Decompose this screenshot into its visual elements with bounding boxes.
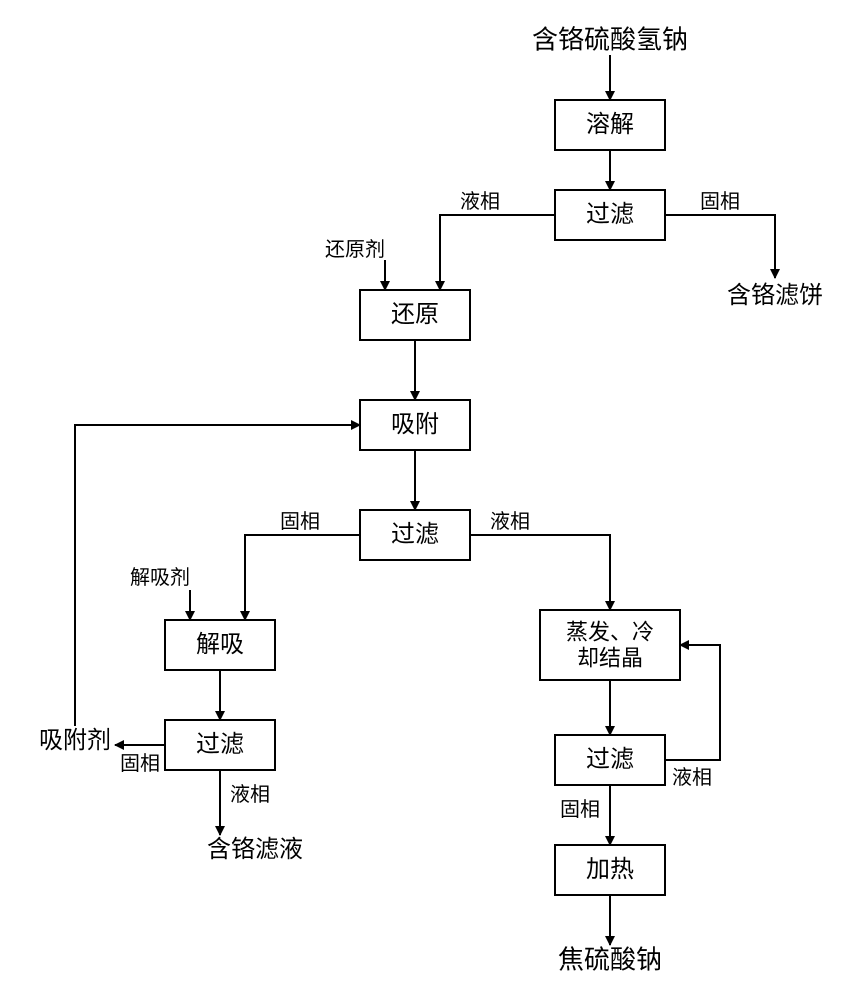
node-crliq: 含铬滤液 <box>207 836 303 863</box>
edgelabel-reductant: 还原剂 <box>325 238 385 261</box>
edgelabel-filter2-desorb: 固相 <box>280 510 320 533</box>
edgelabel-filter1-cakecr: 固相 <box>700 190 740 213</box>
edge-filter1-reduce <box>440 215 555 290</box>
label-evap-1: 蒸发、冷 <box>566 620 654 645</box>
edge-filter2-desorb <box>245 535 360 620</box>
label-adsorb: 吸附 <box>391 411 439 438</box>
edgelabel-desorbent: 解吸剂 <box>130 566 190 589</box>
flowchart-canvas: 含铬硫酸氢钠 含铬滤饼 焦硫酸钠 含铬滤液 吸附剂 溶解 过滤 还原 吸附 过滤… <box>0 0 868 1000</box>
edgelabel-filter3-adsorbent: 固相 <box>120 752 160 775</box>
edgelabel-filter1-reduce: 液相 <box>460 190 500 213</box>
label-filter1: 过滤 <box>586 201 634 228</box>
edge-filter2-evap <box>470 535 610 610</box>
label-desorb: 解吸 <box>196 631 244 658</box>
label-heat: 加热 <box>586 856 634 883</box>
node-title: 含铬硫酸氢钠 <box>532 26 688 55</box>
edgelabel-filter4-evap: 液相 <box>672 766 712 789</box>
edge-adsorbent-adsorb <box>75 425 360 726</box>
edgelabel-filter4-heat: 固相 <box>560 798 600 821</box>
label-reduce: 还原 <box>391 301 439 328</box>
edge-filter1-cakecr <box>665 215 775 278</box>
node-cakecr: 含铬滤饼 <box>727 282 823 309</box>
edgelabel-filter2-evap: 液相 <box>490 510 530 533</box>
label-filter4: 过滤 <box>586 746 634 773</box>
label-filter3: 过滤 <box>196 731 244 758</box>
node-prod: 焦硫酸钠 <box>558 946 662 975</box>
label-filter2: 过滤 <box>391 521 439 548</box>
edgelabel-filter3-crliq: 液相 <box>230 783 270 806</box>
label-dissolve: 溶解 <box>586 111 634 138</box>
node-adsorbent: 吸附剂 <box>39 727 111 754</box>
label-evap-2: 却结晶 <box>577 646 643 671</box>
